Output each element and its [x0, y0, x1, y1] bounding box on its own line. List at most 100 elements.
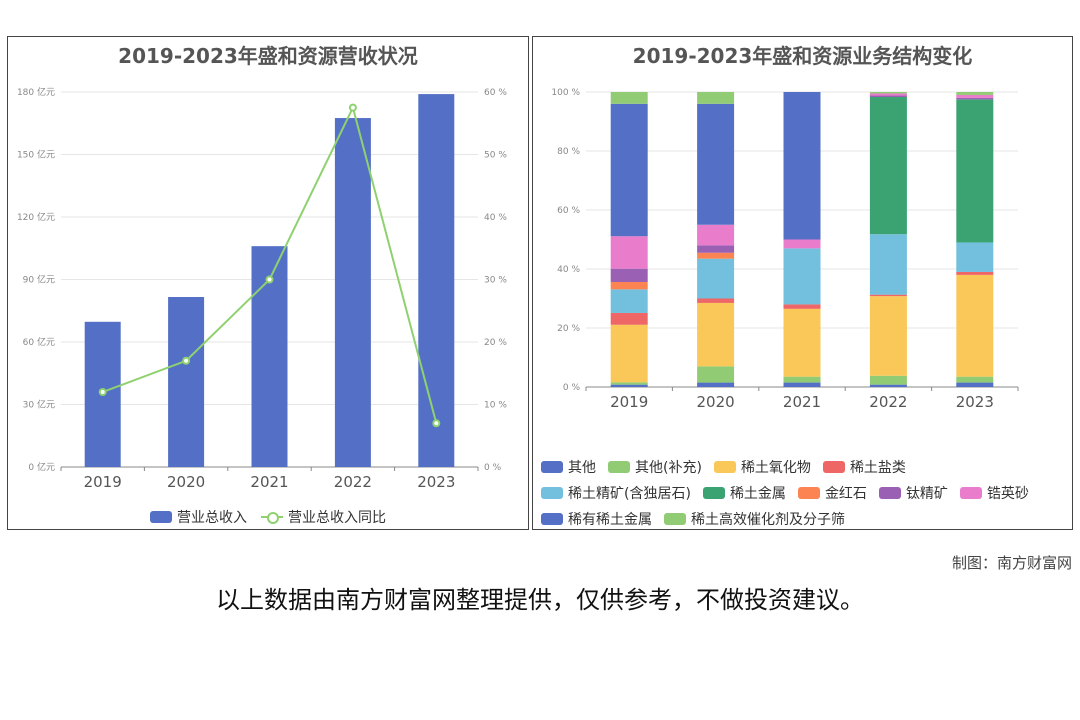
structure-bar-segment[interactable]: [783, 376, 821, 383]
structure-bar-segment[interactable]: [783, 248, 821, 305]
legend-swatch-structure: [713, 461, 736, 473]
structure-bar-segment[interactable]: [783, 304, 821, 309]
legend-item-structure[interactable]: 稀土金属: [702, 483, 786, 503]
y-tick-label: 80 %: [557, 147, 580, 157]
legend-item-structure[interactable]: 锆英砂: [959, 483, 1029, 503]
structure-bar-segment[interactable]: [610, 281, 648, 290]
x-tick-label: 2023: [417, 473, 455, 491]
legend-label-revenue: 营业总收入: [177, 510, 247, 526]
structure-bar-segment[interactable]: [869, 234, 907, 295]
structure-bar-segment[interactable]: [783, 92, 821, 240]
legend-swatch-structure: [822, 461, 845, 473]
structure-bar-segment[interactable]: [869, 296, 907, 376]
y-tick-label: 40 %: [557, 265, 580, 275]
x-tick-label: 2019: [610, 393, 648, 411]
yoy-point[interactable]: [432, 419, 441, 428]
yoy-point[interactable]: [98, 388, 107, 396]
structure-bar-segment[interactable]: [956, 376, 994, 383]
structure-bar-segment[interactable]: [956, 274, 994, 377]
legend-swatch-structure: [959, 487, 982, 499]
legend-item-structure[interactable]: 稀土高效催化剂及分子筛: [664, 509, 845, 529]
structure-bar-segment[interactable]: [610, 312, 648, 325]
legend-swatch-structure: [878, 487, 901, 499]
legend-label-structure: 稀土精矿(含独居石): [568, 486, 691, 502]
structure-bar-segment[interactable]: [610, 236, 648, 269]
legend-swatch-structure: [664, 513, 686, 525]
structure-bar-segment[interactable]: [697, 103, 735, 225]
structure-bar-segment[interactable]: [869, 92, 907, 94]
legend-label-structure: 其他: [568, 460, 596, 476]
structure-bar-segment[interactable]: [610, 382, 648, 385]
legend-swatch-structure: [541, 513, 563, 525]
legend-swatch-revenue-yoy: [261, 511, 283, 524]
structure-bar-segment[interactable]: [697, 258, 735, 299]
y2-tick-label: 30 %: [484, 276, 507, 286]
structure-bar-segment[interactable]: [956, 97, 994, 100]
legend-item-structure[interactable]: 其他: [541, 457, 596, 477]
legend-item-structure[interactable]: 稀土盐类: [822, 457, 906, 477]
legend-swatch-structure: [541, 461, 563, 473]
legend-item-structure[interactable]: 稀土精矿(含独居石): [541, 483, 691, 503]
structure-chart-title: 2019-2023年盛和资源业务结构变化: [632, 44, 973, 68]
revenue-bar[interactable]: [168, 297, 205, 467]
legend-swatch-structure: [608, 461, 630, 473]
y-tick-label: 20 %: [557, 324, 580, 334]
structure-bar-segment[interactable]: [697, 298, 735, 303]
legend-swatch-structure: [541, 487, 563, 499]
legend-item-structure[interactable]: 其他(补充): [608, 457, 702, 477]
structure-bar-segment[interactable]: [610, 289, 648, 313]
yoy-point[interactable]: [182, 356, 191, 365]
structure-bar-segment[interactable]: [956, 92, 994, 95]
structure-bar-segment[interactable]: [956, 99, 994, 243]
structure-bar-segment[interactable]: [610, 384, 648, 387]
structure-bar-segment[interactable]: [610, 103, 648, 237]
structure-bar-segment[interactable]: [869, 384, 907, 387]
structure-bar-segment[interactable]: [869, 97, 907, 235]
structure-bar-segment[interactable]: [783, 308, 821, 377]
legend-item-structure[interactable]: 金红石: [797, 483, 867, 503]
legend-swatch-revenue: [150, 511, 172, 523]
structure-bar-segment[interactable]: [697, 252, 735, 259]
structure-bar-segment[interactable]: [956, 242, 994, 272]
structure-bar-segment[interactable]: [697, 224, 735, 246]
structure-bar-segment[interactable]: [783, 239, 821, 249]
yoy-point[interactable]: [348, 103, 357, 112]
structure-bar-segment[interactable]: [610, 268, 648, 282]
revenue-chart-title: 2019-2023年盛和资源营收状况: [118, 44, 418, 68]
structure-bar-segment[interactable]: [610, 324, 648, 383]
structure-bar-segment[interactable]: [697, 302, 735, 367]
structure-bar-segment[interactable]: [610, 92, 648, 104]
structure-bar-segment[interactable]: [697, 245, 735, 253]
legend-item-structure[interactable]: 钛精矿: [878, 483, 948, 503]
structure-bar-segment[interactable]: [783, 382, 821, 387]
x-tick-label: 2021: [250, 473, 288, 491]
x-tick-label: 2022: [869, 393, 907, 411]
structure-bar-segment[interactable]: [956, 271, 994, 275]
legend-item-revenue[interactable]: 营业总收入: [150, 507, 247, 527]
revenue-bar[interactable]: [334, 118, 371, 468]
legend-label-structure: 金红石: [824, 486, 867, 502]
legend-item-structure[interactable]: 稀有稀土金属: [541, 509, 652, 529]
y-tick-label: 60 亿元: [23, 336, 55, 348]
structure-bar-segment[interactable]: [956, 382, 994, 387]
structure-bar-segment[interactable]: [869, 375, 907, 385]
x-tick-label: 2021: [783, 393, 821, 411]
legend-label-structure: 稀土高效催化剂及分子筛: [691, 512, 845, 528]
legend-item-revenue-yoy[interactable]: 营业总收入同比: [261, 507, 386, 527]
x-tick-label: 2022: [334, 473, 372, 491]
legend-item-structure[interactable]: 稀土氧化物: [713, 457, 811, 477]
y-tick-label: 100 %: [551, 88, 580, 98]
structure-bar-segment[interactable]: [697, 92, 735, 104]
revenue-bar[interactable]: [418, 94, 455, 468]
structure-chart-panel: 2019-2023年盛和资源业务结构变化 0 % 20 % 40 % 60 % 80 %…: [532, 36, 1073, 530]
structure-bar-segment[interactable]: [956, 94, 994, 98]
structure-bar-segment[interactable]: [869, 95, 907, 98]
y-tick-label: 180 亿元: [17, 86, 55, 98]
yoy-point[interactable]: [265, 275, 274, 284]
legend-label-structure: 其他(补充): [635, 460, 702, 476]
structure-bar-segment[interactable]: [697, 366, 735, 383]
structure-bar-segment[interactable]: [869, 93, 907, 96]
legend-label-structure: 稀土金属: [729, 486, 786, 502]
structure-bar-segment[interactable]: [697, 382, 735, 387]
structure-bar-segment[interactable]: [869, 294, 907, 297]
